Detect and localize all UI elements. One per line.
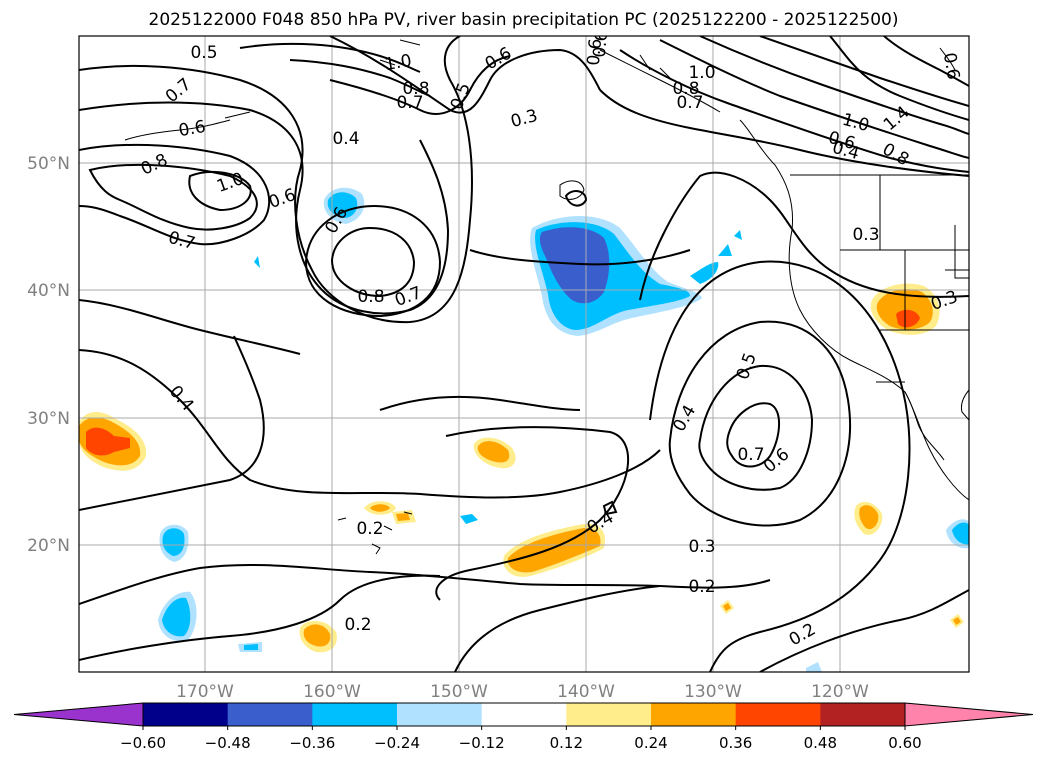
contour-label: 0.3 [688, 537, 715, 557]
lon-label: 150°W [430, 682, 488, 702]
contour-label: 0.8 [138, 150, 171, 180]
contour-label: 0.7 [392, 283, 424, 311]
colorbar-swatch [566, 703, 652, 726]
contour-label: 0.5 [190, 43, 217, 63]
longitude-labels: 170°W 160°W 150°W 140°W 130°W 120°W [176, 682, 869, 702]
colorbar-tick-label: 0.24 [634, 734, 667, 752]
contour-label: 0.4 [332, 129, 359, 149]
colorbar-extend-left [13, 702, 144, 727]
colorbar-tick-label: 0.48 [804, 734, 837, 752]
map-title: 2025122000 F048 850 hPa PV, river basin … [148, 10, 899, 30]
pv-contours [79, 36, 969, 672]
latitude-labels: 50°N 40°N 30°N 20°N [27, 154, 70, 556]
contour-label: 0.4 [830, 138, 861, 164]
lat-label: 30°N [27, 409, 70, 429]
lon-label: 130°W [684, 682, 742, 702]
colorbar-swatch [735, 703, 821, 726]
contour-label: 0.2 [688, 577, 715, 597]
colorbar-swatch [397, 703, 483, 726]
colorbar-swatch [227, 703, 313, 726]
colorbar: −0.60 −0.48 −0.36 −0.24 −0.12 0.12 0.24 0.36 0.4… [13, 702, 1034, 752]
colorbar-tick-label: −0.24 [374, 734, 420, 752]
contour-label: 0.4 [669, 402, 700, 435]
colorbar-tick-label: 0.36 [719, 734, 752, 752]
colorbar-tick-label: −0.48 [205, 734, 251, 752]
lon-label: 170°W [176, 682, 234, 702]
contour-label: 0.6 [590, 30, 612, 59]
contour-label: 0.6 [939, 51, 963, 81]
colorbar-swatch [312, 703, 398, 726]
colorbar-swatch [820, 703, 906, 726]
contour-label: 0.6 [482, 43, 515, 74]
contour-label: 0.7 [676, 93, 703, 113]
contour-label: 0.2 [344, 615, 371, 635]
lon-label: 160°W [303, 682, 361, 702]
negative-precip-tail [690, 262, 719, 284]
contour-label: 0.6 [584, 38, 606, 67]
contour-label: 0.5 [733, 350, 761, 382]
colorbar-swatch [143, 703, 229, 726]
contour-label: 0.3 [852, 225, 879, 245]
colorbar-tick-label: −0.60 [120, 734, 166, 752]
colorbar-tick-label: 0.12 [550, 734, 583, 752]
precipitation-shading [79, 187, 969, 672]
contour-label: 0.4 [165, 382, 198, 416]
map-frame [78, 35, 970, 673]
colorbar-swatch [481, 703, 567, 726]
lon-label: 120°W [811, 682, 869, 702]
contour-label: 0.8 [402, 79, 429, 99]
lat-label: 50°N [27, 154, 70, 174]
coastlines [124, 39, 969, 555]
grid-lines [79, 36, 969, 672]
lat-label: 40°N [27, 281, 70, 301]
contour-label: 0.8 [357, 287, 384, 307]
contour-label: 0.7 [737, 445, 764, 465]
contour-label: 0.3 [928, 287, 960, 315]
contour-label: 0.3 [509, 106, 540, 132]
colorbar-tick-label: −0.12 [459, 734, 505, 752]
colorbar-tick-label: −0.36 [289, 734, 335, 752]
lat-label: 20°N [27, 536, 70, 556]
contour-label: 0.7 [166, 228, 197, 254]
contour-label: 1.0 [383, 51, 413, 75]
colorbar-swatch [651, 703, 737, 726]
contour-label: 0.2 [356, 519, 383, 539]
contour-label: 0.6 [760, 444, 794, 477]
contour-label: 0.6 [177, 117, 207, 141]
map-plot-area: 0.5 0.7 0.6 0.8 1.0 0.6 0.7 0.4 0.8 0.7 … [79, 30, 969, 672]
colorbar-frame [142, 702, 906, 727]
contour-label: 0.7 [396, 93, 423, 113]
colorbar-extend-right [904, 702, 1034, 727]
contour-label: 0.8 [672, 79, 699, 99]
contour-label: 0.6 [266, 185, 298, 213]
lon-label: 140°W [557, 682, 615, 702]
negative-precip-patch-dark [539, 227, 610, 304]
contour-label: 1.0 [688, 63, 715, 83]
colorbar-tick-label: 0.60 [888, 734, 921, 752]
